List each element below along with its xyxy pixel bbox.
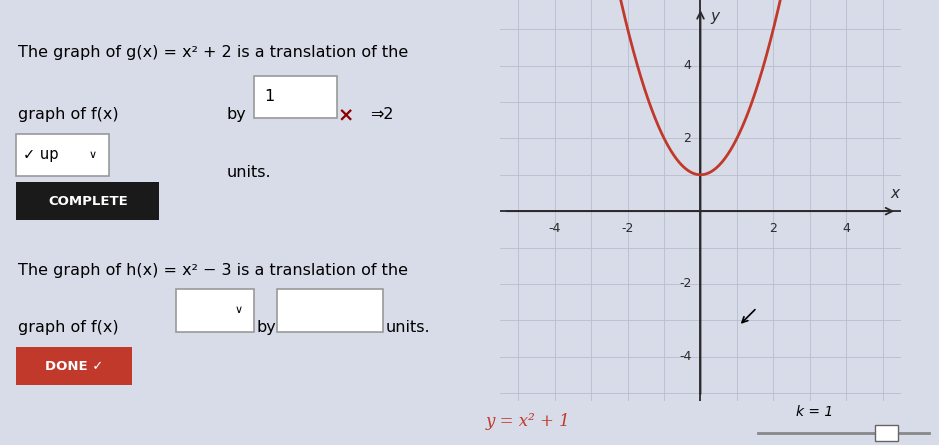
Text: -2: -2 (622, 222, 634, 235)
FancyBboxPatch shape (16, 182, 160, 220)
Text: x: x (891, 186, 900, 201)
Text: graph of f(x): graph of f(x) (19, 320, 119, 336)
Text: graph of f(x): graph of f(x) (19, 107, 119, 122)
Text: -4: -4 (679, 350, 691, 363)
Text: k = 1: k = 1 (796, 405, 833, 419)
Text: ×: × (337, 107, 354, 126)
Text: ∨: ∨ (89, 150, 97, 160)
Text: 4: 4 (684, 59, 691, 72)
Text: -2: -2 (679, 278, 691, 291)
Text: units.: units. (386, 320, 430, 336)
Text: ∨: ∨ (235, 305, 242, 316)
Text: The graph of g(x) = x² + 2 is a translation of the: The graph of g(x) = x² + 2 is a translat… (19, 44, 408, 60)
Text: y: y (711, 9, 719, 24)
Text: 2: 2 (769, 222, 777, 235)
Text: 1: 1 (265, 89, 275, 104)
Text: by: by (256, 320, 276, 336)
Text: -4: -4 (548, 222, 561, 235)
FancyBboxPatch shape (874, 425, 899, 441)
Text: ✓ up: ✓ up (23, 147, 58, 162)
Text: by: by (226, 107, 246, 122)
Text: ⇒2: ⇒2 (370, 107, 393, 122)
Text: units.: units. (226, 165, 271, 180)
Text: COMPLETE: COMPLETE (48, 195, 128, 208)
FancyBboxPatch shape (16, 347, 131, 385)
Text: DONE ✓: DONE ✓ (45, 360, 103, 372)
Text: y = x² + 1: y = x² + 1 (485, 413, 571, 430)
Text: 4: 4 (842, 222, 850, 235)
FancyBboxPatch shape (16, 134, 109, 176)
FancyBboxPatch shape (176, 289, 254, 332)
FancyBboxPatch shape (277, 289, 383, 332)
Text: The graph of h(x) = x² − 3 is a translation of the: The graph of h(x) = x² − 3 is a translat… (19, 263, 408, 278)
FancyBboxPatch shape (254, 76, 337, 118)
Text: 2: 2 (684, 132, 691, 145)
